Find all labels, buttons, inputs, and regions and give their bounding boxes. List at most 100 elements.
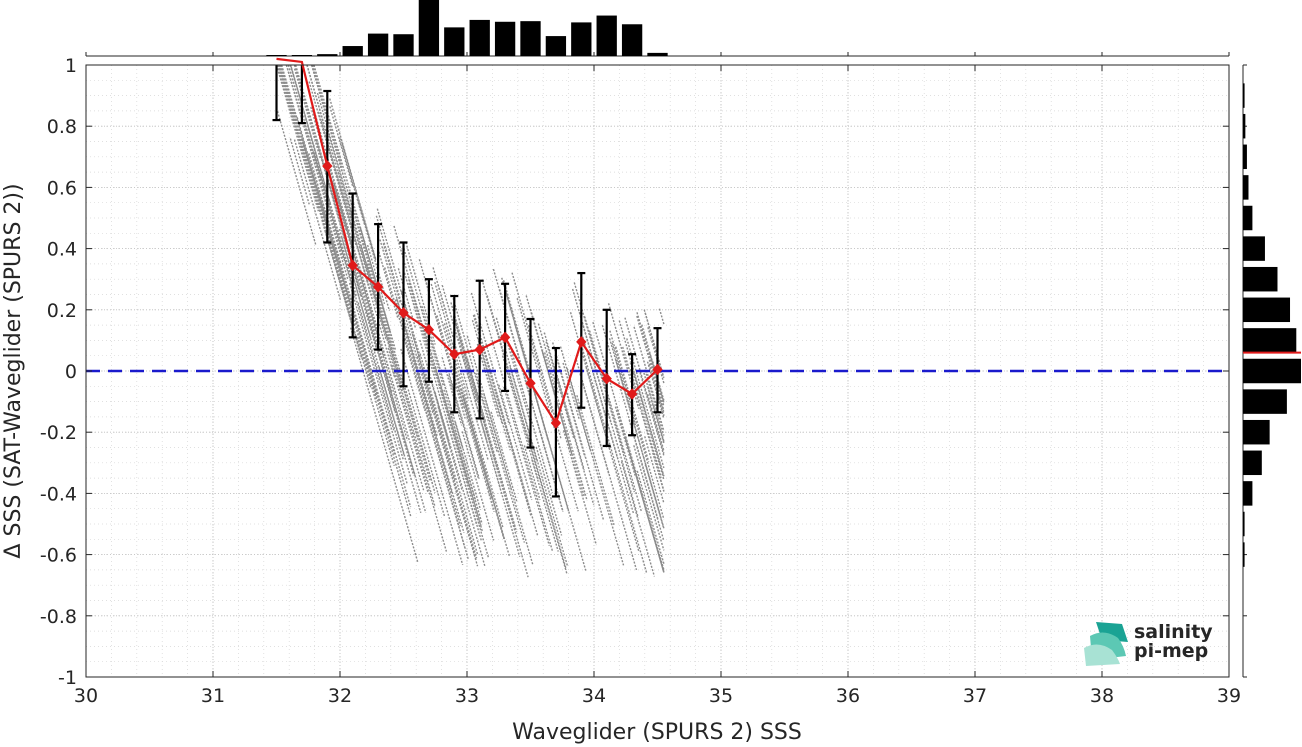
scatter-streak [388, 336, 419, 439]
scatter-streak [531, 459, 559, 552]
scatter-streak [303, 121, 345, 261]
y-axis-ticks: -1 -0.8 -0.6 -0.4 -0.2 0 0.2 0.4 0.6 0.8 1 [40, 55, 1229, 689]
scatter-streak [461, 431, 495, 541]
scatter-streak [328, 135, 356, 226]
scatter-streak [503, 386, 550, 546]
scatter-streak [483, 393, 534, 565]
scatter-streak [311, 64, 371, 270]
mean-marker [347, 259, 358, 272]
scatter-streak [475, 372, 526, 543]
scatter-streak [426, 323, 455, 418]
scatter-streak [275, 64, 320, 212]
main-plot-area: 30 31 32 33 34 35 36 37 38 39 -1 -0.8 -0.6 -0.4 -0.2 0… [40, 55, 1241, 707]
top-histogram-bar [317, 54, 338, 56]
scatter-streak [535, 446, 563, 536]
scatter-streak [576, 395, 615, 525]
x-tick-label: 30 [74, 685, 98, 707]
scatter-streak [644, 312, 665, 379]
right-histogram-bar [1243, 450, 1262, 476]
y-tick-label: 0.2 [47, 300, 77, 322]
right-histogram-bar [1243, 266, 1278, 292]
scatter-streak [601, 324, 659, 520]
x-tick-label: 31 [201, 685, 225, 707]
scatter-streak [552, 342, 605, 521]
scatter-streak [408, 282, 437, 376]
scatter-streak [476, 343, 500, 418]
scatter-streak [449, 412, 483, 524]
scatter-streak [403, 248, 444, 386]
scatter-streak [622, 346, 642, 412]
scatter-streak [411, 333, 435, 408]
scatter-streak [396, 298, 436, 433]
scatter-streak [301, 138, 378, 400]
x-tick-label: 37 [963, 685, 987, 707]
scatter-streak [647, 393, 665, 451]
scatter-streak [616, 409, 665, 573]
scatter-streak [555, 355, 586, 458]
y-axis-title: Δ SSS (SAT-Waveglider (SPURS 2)) [1, 183, 26, 558]
mean-marker [525, 377, 536, 389]
top-histogram [85, 0, 1230, 57]
scatter-streak [543, 352, 588, 501]
scatter-streak [403, 338, 426, 411]
scatter-streak [529, 308, 585, 497]
scatter-streak [509, 367, 538, 463]
scatter-streak [379, 239, 465, 534]
right-histogram-bar [1243, 328, 1297, 353]
scatter-streak [318, 189, 396, 456]
scatter-streak [620, 461, 656, 577]
y-tick-label: -0.4 [40, 483, 77, 505]
right-histogram [1242, 64, 1301, 678]
x-tick-label: 34 [582, 685, 606, 707]
logo-line-1: salinity [1134, 621, 1213, 643]
y-tick-label: -1 [58, 667, 77, 689]
scatter-streak [543, 332, 595, 505]
scatter-streak [293, 68, 321, 159]
scatter-streak [609, 330, 665, 520]
scatter-streak [294, 64, 336, 201]
scatter-streak [624, 438, 665, 573]
x-tick-label: 39 [1217, 685, 1241, 707]
scatter-streak [336, 188, 399, 402]
scatter-streak [545, 341, 575, 440]
scatter-streak [359, 227, 392, 333]
scatter-streak [614, 406, 636, 476]
scatter-streak [592, 321, 636, 470]
logo-line-2: pi-mep [1134, 640, 1208, 662]
wave-logo-icon [1084, 622, 1128, 666]
scatter-streak [646, 361, 665, 419]
scatter-streak [443, 389, 477, 501]
scatter-streak [393, 225, 470, 487]
scatter-streak [562, 362, 580, 420]
y-tick-label: 0.8 [47, 116, 77, 138]
scatter-streak [378, 366, 422, 513]
top-histogram-bar [596, 15, 617, 56]
scatter-streak [338, 228, 372, 338]
right-histogram-bar [1243, 511, 1245, 537]
scatter-streak [643, 372, 665, 443]
scatter-streak [437, 406, 463, 491]
top-histogram-bar [494, 21, 516, 56]
y-tick-label: 0.4 [47, 239, 77, 261]
scatter-streak [644, 370, 665, 436]
scatter-streak [356, 265, 409, 441]
scatter-streak [403, 272, 478, 526]
right-histogram-bar [1243, 83, 1245, 108]
scatter-streak [477, 337, 511, 451]
mean-marker [449, 348, 460, 360]
scatter-streak [573, 282, 635, 493]
scatter-streak [559, 346, 592, 452]
scatter-streak [484, 316, 554, 552]
top-histogram-bar [520, 21, 541, 56]
scatter-streak [636, 315, 665, 411]
x-tick-label: 35 [709, 685, 733, 707]
y-tick-label: 0 [65, 361, 77, 383]
scatter-streak [453, 342, 489, 461]
mean-marker [550, 417, 562, 429]
scatter-streak [405, 390, 434, 484]
scatter-streak [483, 348, 529, 504]
scatter-streak [277, 64, 363, 359]
y-tick-label: 1 [65, 55, 77, 77]
scatter-streak [503, 286, 587, 571]
